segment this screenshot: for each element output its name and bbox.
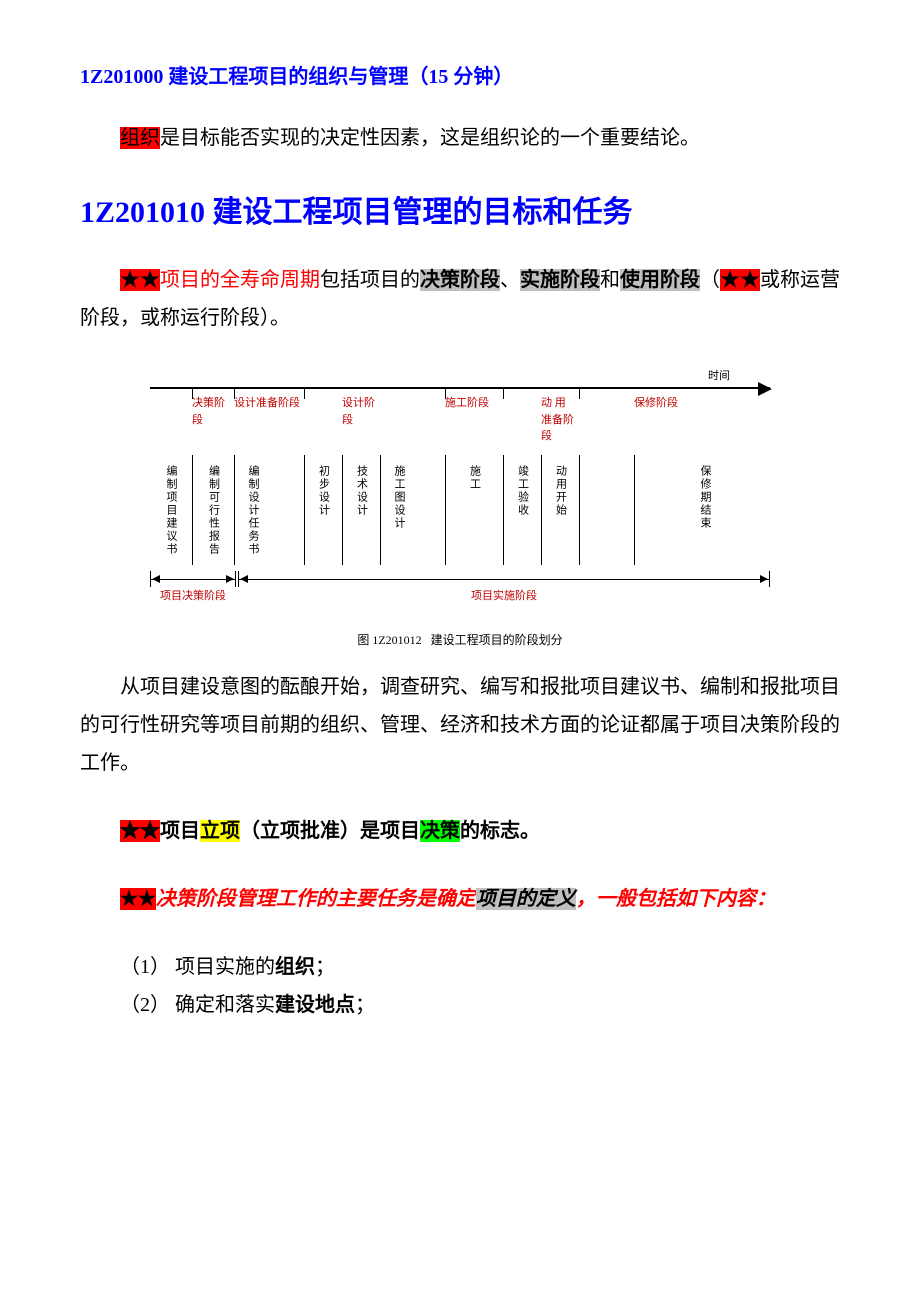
paragraph-lifecycle: ★★项目的全寿命周期包括项目的决策阶段、实施阶段和使用阶段（★★或称运营阶段，或… [80, 261, 840, 337]
highlight-definition: 项目的定义 [476, 888, 576, 910]
figure-caption: 图 1Z201012 建设工程项目的阶段划分 [150, 631, 770, 648]
text: 是目标能否实现的决定性因素，这是组织论的一个重要结论。 [160, 127, 700, 149]
paragraph-4: ★★项目立项（立项批准）是项目决策的标志。 [80, 812, 840, 850]
time-label: 时间 [150, 367, 770, 383]
stars-icon: ★★ [120, 888, 156, 910]
phase-label: 施工阶段 [445, 395, 489, 412]
caption-text: 建设工程项目的阶段划分 [431, 633, 563, 647]
stars-icon: ★★ [720, 269, 760, 291]
title: 建设工程项目管理的目标和任务 [213, 196, 633, 229]
highlight-juece: 决策 [420, 820, 460, 842]
list-item-2: （2） 确定和落实建设地点； [120, 986, 840, 1024]
bracket-decision: 项目决策阶段 [150, 571, 236, 587]
bracket-label: 项目决策阶段 [151, 587, 235, 603]
code: 1Z201010 [80, 196, 205, 229]
phase-decision: 决策阶段 [420, 269, 500, 291]
phase-use: 使用阶段 [620, 269, 700, 291]
bracket-label: 项目实施阶段 [239, 587, 769, 603]
timeline-arrow-icon [150, 387, 770, 389]
phase-label: 设计准备阶段 [234, 395, 300, 412]
phase-label: 设计阶段 [342, 395, 380, 428]
task: 保修期结束 [697, 465, 713, 530]
task: 编制可行性报告 [206, 465, 222, 556]
task: 初步设计 [316, 465, 332, 517]
bracket-implementation: 项目实施阶段 [238, 571, 770, 587]
task: 编制项目建议书 [163, 465, 179, 556]
phase-diagram: 时间 决策阶段 设计准备阶段 设计阶段 施工阶段 动 用 准备阶段 保修阶段 编… [150, 367, 770, 648]
caption-code: 图 1Z201012 [357, 633, 421, 647]
task: 竣工验收 [515, 465, 531, 517]
stars-icon: ★★ [120, 820, 160, 842]
highlight-organization: 组织 [120, 127, 160, 149]
phase-label: 动 用 准备阶段 [541, 395, 579, 445]
stars-icon: ★★ [120, 269, 160, 291]
phase-label: 保修阶段 [634, 395, 678, 412]
section-heading-2: 1Z201010 建设工程项目管理的目标和任务 [80, 187, 840, 231]
red-text: 项目的全寿命周期 [160, 269, 320, 291]
list-item-1: （1） 项目实施的组织； [120, 948, 840, 986]
task: 施工图设计 [391, 465, 407, 530]
text: 包括项目的 [320, 269, 420, 291]
task: 编制设计任务书 [245, 465, 261, 556]
phase-implementation: 实施阶段 [520, 269, 600, 291]
highlight-lixiang: 立项 [200, 820, 240, 842]
task-labels-row: 编制项目建议书 编制可行性报告 编制设计任务书 初步设计 技术设计 施工图设计 … [150, 455, 770, 565]
bracket-row: 项目决策阶段 项目实施阶段 [150, 571, 770, 605]
paragraph-5: ★★决策阶段管理工作的主要任务是确定项目的定义，一般包括如下内容： [80, 880, 840, 918]
title: 建设工程项目的组织与管理（15 分钟） [168, 66, 513, 88]
section-heading-1: 1Z201000 建设工程项目的组织与管理（15 分钟） [80, 60, 840, 89]
phase-labels-row: 决策阶段 设计准备阶段 设计阶段 施工阶段 动 用 准备阶段 保修阶段 [150, 395, 770, 445]
task: 技术设计 [354, 465, 370, 517]
task: 施工 [467, 465, 483, 491]
task: 动用开始 [553, 465, 569, 517]
code: 1Z201000 [80, 66, 163, 88]
paragraph-intro: 组织是目标能否实现的决定性因素，这是组织论的一个重要结论。 [80, 119, 840, 157]
phase-label: 决策阶段 [192, 395, 234, 428]
paragraph-3: 从项目建设意图的酝酿开始，调查研究、编写和报批项目建议书、编制和报批项目的可行性… [80, 668, 840, 782]
